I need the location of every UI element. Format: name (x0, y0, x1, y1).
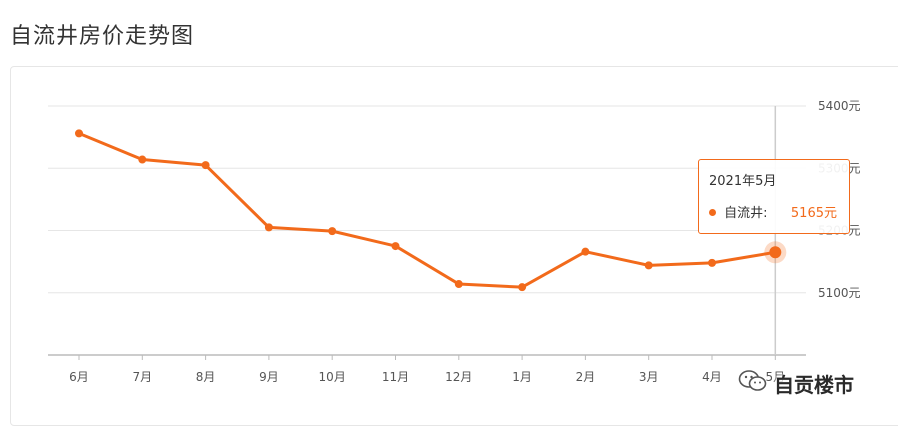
tooltip-series-label: 自流井: (724, 206, 768, 221)
x-tick-label: 3月 (639, 370, 659, 384)
watermark: 自贡楼市 (738, 368, 854, 398)
watermark-text: 自贡楼市 (774, 372, 854, 397)
x-tick-label: 4月 (702, 370, 722, 384)
grid-layer (48, 105, 806, 294)
tooltip: 2021年5月 自流井: 5165元 (698, 159, 850, 234)
x-tick-label: 6月 (69, 370, 89, 384)
data-point (708, 258, 716, 267)
data-point (391, 242, 400, 251)
x-tick-label: 2月 (576, 370, 596, 384)
series-line-ziliujing (78, 132, 776, 289)
x-tick-label: 9月 (259, 370, 279, 384)
x-tick-label: 10月 (319, 370, 346, 384)
x-axis-labels: 6月 7月 8月 9月 10月 11月 12月 1月 2月 3月 4月 5月 (69, 370, 785, 384)
wechat-icon (738, 368, 768, 398)
y-tick-label: 5400元 (818, 99, 861, 113)
data-point (518, 283, 527, 292)
chart-card (10, 66, 898, 426)
data-point (75, 129, 83, 138)
data-point (644, 261, 653, 270)
data-point (138, 155, 147, 164)
x-tick-label: 1月 (512, 370, 532, 384)
x-tick-label: 7月 (132, 370, 152, 384)
tooltip-series-dot (709, 209, 716, 216)
x-axis (48, 354, 806, 360)
x-tick-label: 8月 (196, 370, 216, 384)
page-title: 自流井房价走势图 (10, 24, 195, 49)
data-point (454, 280, 463, 289)
data-point-highlighted (769, 246, 782, 259)
x-tick-label: 12月 (445, 370, 472, 384)
tooltip-row: 自流井: 5165元 (709, 202, 839, 221)
data-point (328, 227, 337, 236)
data-point (581, 247, 590, 256)
x-tick-label: 5月 (765, 370, 785, 384)
x-tick-label: 11月 (382, 370, 409, 384)
y-tick-label: 5100元 (818, 286, 861, 300)
series-layer (75, 129, 787, 292)
tooltip-value: 5165元 (790, 206, 837, 221)
tooltip-date: 2021年5月 (709, 174, 777, 189)
data-point (201, 161, 210, 170)
data-point (264, 223, 273, 232)
